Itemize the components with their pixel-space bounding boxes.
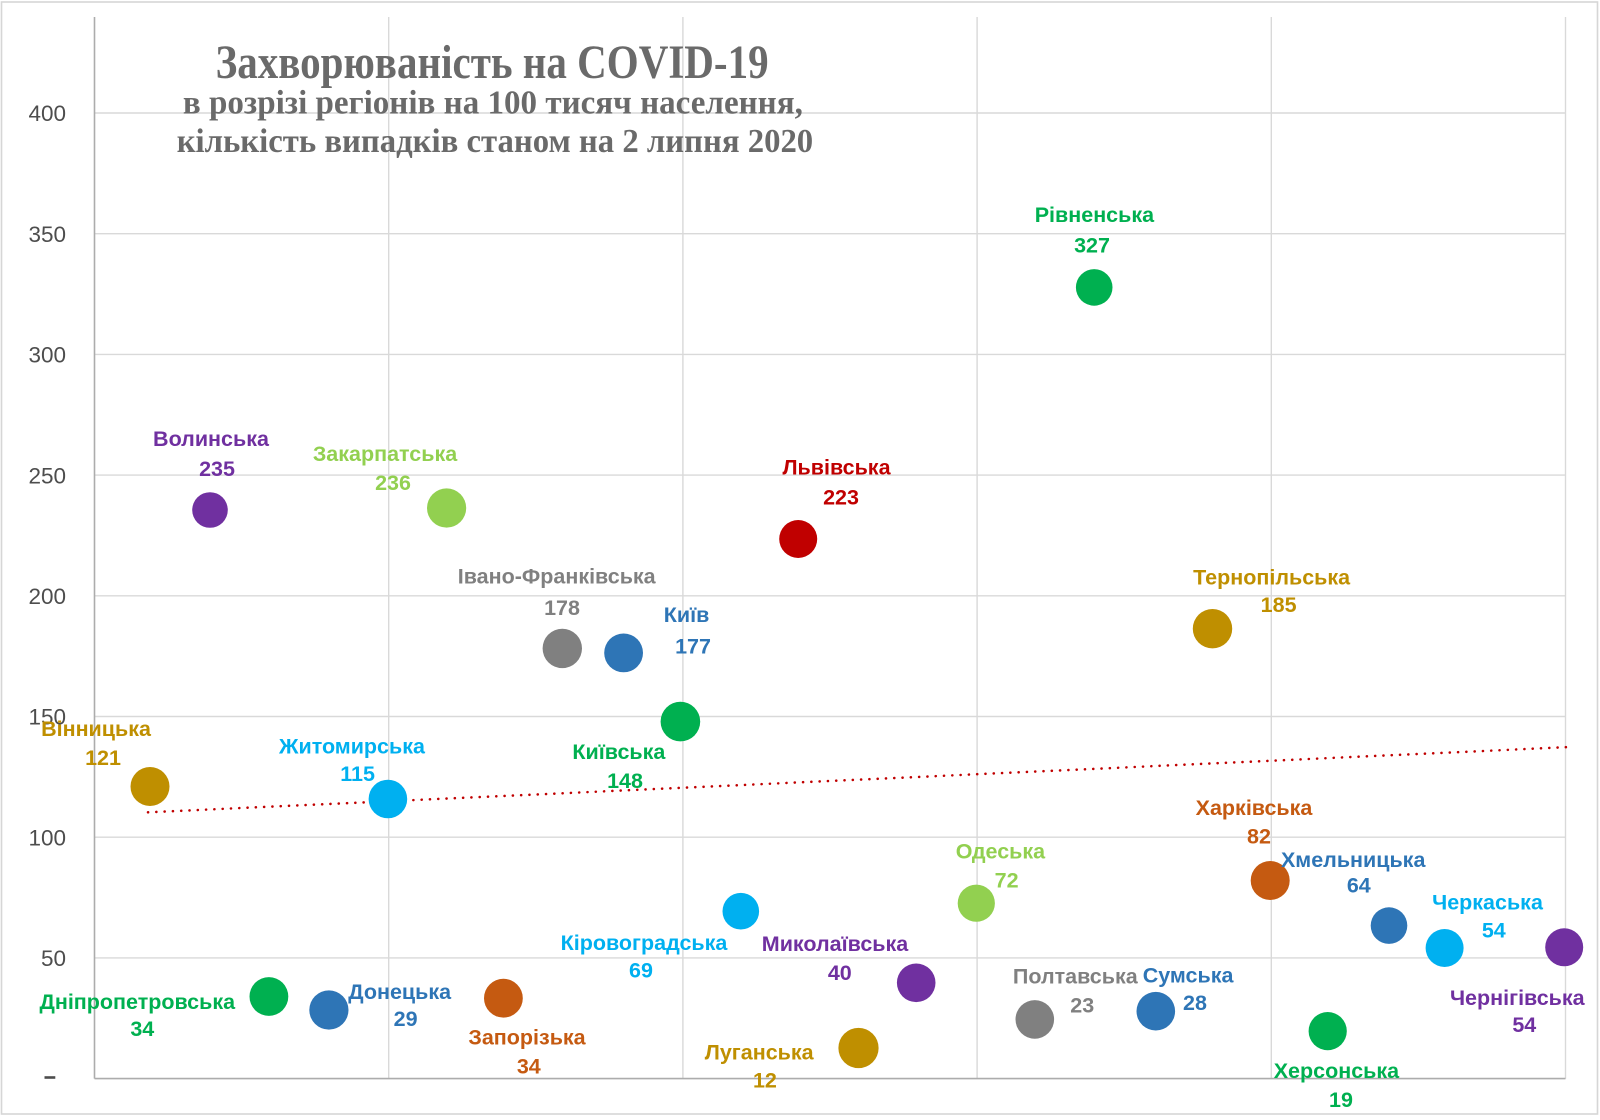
svg-text:150: 150 — [28, 705, 66, 730]
svg-text:в розрізі регіонів на 100 тися: в розрізі регіонів на 100 тисяч населенн… — [183, 85, 803, 122]
svg-text:Дніпропетровська: Дніпропетровська — [40, 990, 237, 1014]
svg-text:Донецька: Донецька — [348, 980, 452, 1004]
svg-text:Тернопільська: Тернопільська — [1193, 566, 1351, 590]
svg-text:Львівська: Львівська — [782, 456, 891, 480]
svg-text:23: 23 — [1070, 994, 1094, 1018]
svg-text:28: 28 — [1183, 991, 1207, 1015]
svg-text:19: 19 — [1329, 1088, 1353, 1112]
svg-text:Сумська: Сумська — [1143, 963, 1235, 987]
svg-text:54: 54 — [1482, 919, 1506, 943]
svg-text:100: 100 — [28, 825, 66, 850]
svg-text:148: 148 — [607, 769, 643, 793]
svg-text:185: 185 — [1261, 593, 1297, 617]
svg-text:400: 400 — [28, 101, 66, 126]
svg-text:Житомирська: Житомирська — [278, 735, 426, 759]
svg-text:Луганська: Луганська — [705, 1040, 815, 1064]
svg-text:200: 200 — [28, 584, 66, 609]
svg-text:64: 64 — [1347, 874, 1371, 898]
svg-text:Харківська: Харківська — [1196, 796, 1314, 820]
svg-text:Чернігівська: Чернігівська — [1450, 986, 1586, 1010]
svg-text:69: 69 — [629, 958, 653, 982]
svg-text:300: 300 — [28, 343, 66, 368]
svg-text:250: 250 — [28, 463, 66, 488]
svg-text:236: 236 — [375, 471, 411, 495]
svg-text:50: 50 — [41, 946, 66, 971]
svg-text:34: 34 — [517, 1054, 541, 1078]
svg-text:Київ: Київ — [664, 603, 710, 627]
svg-text:Івано-Франківська: Івано-Франківська — [458, 565, 657, 589]
svg-text:Хмельницька: Хмельницька — [1281, 848, 1426, 872]
svg-text:121: 121 — [85, 746, 121, 770]
svg-text:Захворюваність на COVID-19: Захворюваність на COVID-19 — [216, 36, 769, 89]
svg-text:177: 177 — [675, 635, 711, 659]
svg-text:29: 29 — [394, 1007, 418, 1031]
svg-text:12: 12 — [753, 1068, 777, 1092]
svg-text:Закарпатська: Закарпатська — [313, 442, 458, 466]
svg-text:Запорізька: Запорізька — [468, 1026, 586, 1050]
svg-text:Черкаська: Черкаська — [1432, 890, 1544, 914]
svg-text:235: 235 — [199, 457, 235, 481]
svg-text:40: 40 — [828, 961, 852, 985]
svg-text:Одеська: Одеська — [956, 840, 1046, 864]
svg-text:Волинська: Волинська — [153, 427, 270, 451]
svg-text:82: 82 — [1247, 824, 1271, 848]
svg-text:72: 72 — [995, 868, 1019, 892]
svg-text:115: 115 — [340, 762, 375, 786]
svg-text:54: 54 — [1512, 1013, 1536, 1037]
svg-text:кількість випадків станом на 2: кількість випадків станом на 2 липня 202… — [177, 123, 814, 160]
svg-text:350: 350 — [28, 222, 66, 247]
svg-text:223: 223 — [823, 486, 859, 510]
svg-text:Вінницька: Вінницька — [41, 717, 152, 741]
svg-text:Кіровоградська: Кіровоградська — [561, 931, 729, 955]
svg-text:Рівненська: Рівненська — [1035, 203, 1155, 227]
svg-text:Київська: Київська — [572, 740, 666, 764]
svg-text:Миколаївська: Миколаївська — [762, 932, 909, 956]
svg-text:178: 178 — [544, 596, 580, 620]
svg-text:327: 327 — [1074, 234, 1110, 258]
svg-text:Полтавська: Полтавська — [1013, 965, 1139, 989]
svg-text:Херсонська: Херсонська — [1274, 1059, 1400, 1083]
svg-text:34: 34 — [130, 1017, 154, 1041]
